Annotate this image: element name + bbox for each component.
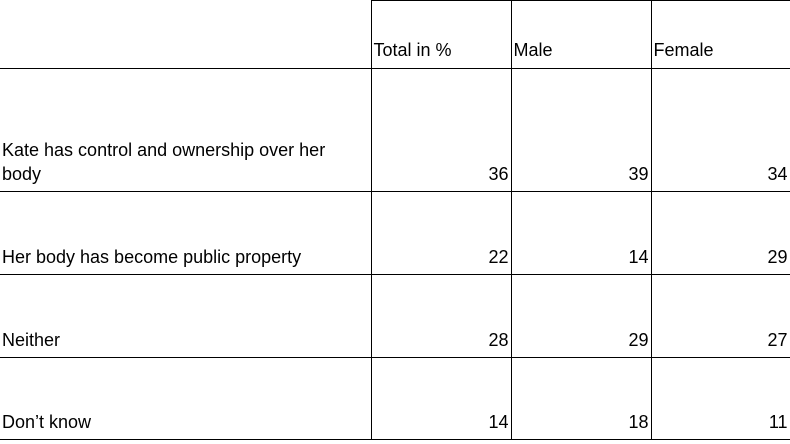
corner-cell <box>0 0 372 69</box>
column-header: Female <box>650 0 790 69</box>
value-cell: 29 <box>510 274 652 358</box>
row-label: Neither <box>0 274 372 358</box>
value-cell: 29 <box>650 191 790 275</box>
value-cell: 11 <box>650 357 790 440</box>
data-row: Neither 28 29 27 <box>0 274 790 358</box>
value-cell: 18 <box>510 357 652 440</box>
value-cell: 39 <box>510 68 652 192</box>
row-label: Don’t know <box>0 357 372 440</box>
value-cell: 14 <box>370 357 512 440</box>
row-label: Kate has control and ownership over her … <box>0 68 372 192</box>
data-row: Kate has control and ownership over her … <box>0 68 790 192</box>
value-cell: 36 <box>370 68 512 192</box>
value-cell: 14 <box>510 191 652 275</box>
value-cell: 27 <box>650 274 790 358</box>
data-row: Don’t know 14 18 11 <box>0 357 790 440</box>
value-cell: 28 <box>370 274 512 358</box>
value-cell: 34 <box>650 68 790 192</box>
data-row: Her body has become public property 22 14 2… <box>0 191 790 275</box>
column-header: Total in % <box>370 0 512 69</box>
value-cell: 22 <box>370 191 512 275</box>
row-label: Her body has become public property <box>0 191 372 275</box>
header-row: Total in % Male Female <box>0 0 790 69</box>
column-header: Male <box>510 0 652 69</box>
